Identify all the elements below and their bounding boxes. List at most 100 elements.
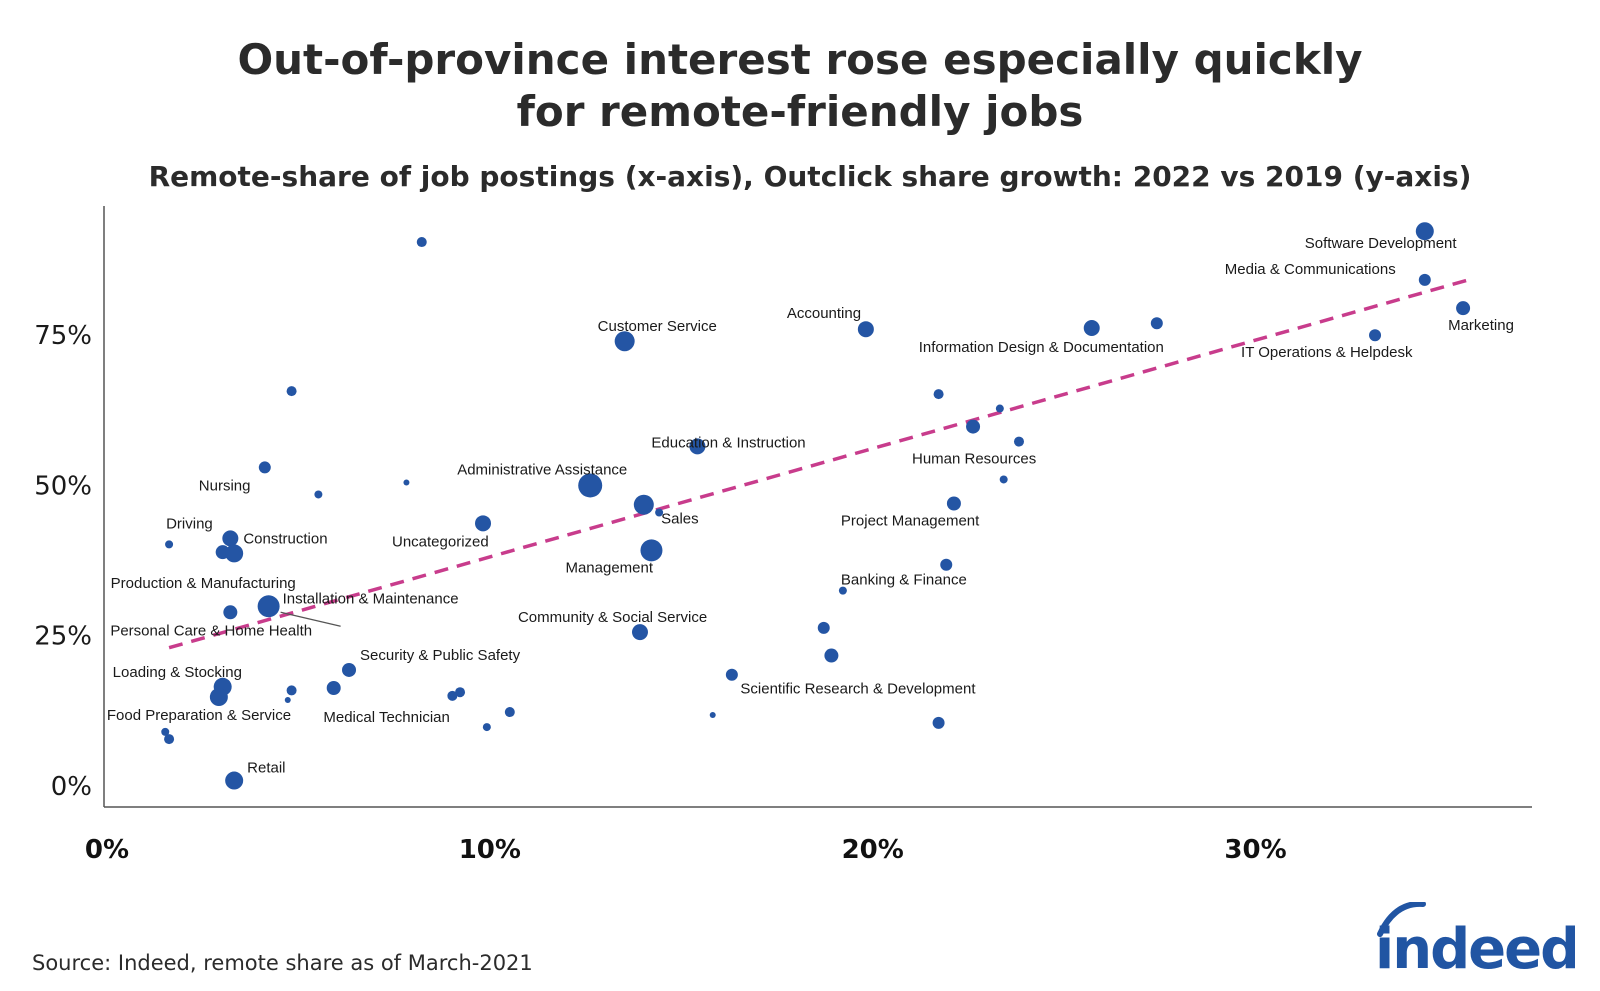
y-tick-label: 0% [51, 772, 92, 802]
scatter-point [284, 697, 291, 704]
point-label-loading-and-stocking: Loading & Stocking [113, 664, 242, 681]
scatter-point [940, 558, 953, 571]
point-label-marketing: Marketing [1448, 317, 1514, 334]
point-label-education-and-instruction: Education & Instruction [651, 434, 805, 451]
point-label-nursing: Nursing [199, 477, 251, 494]
scatter-point [725, 668, 738, 681]
point-scientific-research-and-development [824, 648, 839, 663]
point-uncategorized [475, 515, 492, 532]
point-retail [225, 771, 244, 790]
point-banking-and-finance [838, 586, 847, 595]
scatter-point [709, 712, 716, 719]
point-label-customer-service: Customer Service [598, 318, 717, 335]
point-administrative-assistance [578, 473, 603, 498]
point-project-management [946, 496, 961, 511]
leader-line-layer [280, 611, 341, 627]
point-label-retail: Retail [247, 760, 285, 777]
scatter-point [999, 475, 1008, 484]
scatter-point [161, 727, 170, 736]
chart-title: Out-of-province interest rose especially… [0, 34, 1600, 138]
logo-arc [1377, 902, 1426, 937]
scatter-point [314, 490, 323, 499]
scatter-point [966, 419, 981, 434]
leader-line-cleaning [280, 611, 341, 627]
point-label-project-management: Project Management [841, 512, 980, 529]
point-label-food-preparation-and-service: Food Preparation & Service [107, 707, 291, 724]
point-personal-care-and-home-health [223, 605, 238, 620]
point-human-resources [1013, 436, 1024, 447]
point-label-medical-technician: Medical Technician [323, 709, 449, 726]
point-label-banking-and-finance: Banking & Finance [841, 572, 967, 589]
point-media-and-communications [1418, 273, 1431, 286]
scatter-point [225, 544, 244, 563]
point-label-sales: Sales [661, 511, 699, 528]
point-label-driving: Driving [166, 515, 213, 532]
scatter-point [286, 685, 297, 696]
chart-axes: 0% 25% 50% 75% 0% 10% 20% 30% [34, 206, 1532, 865]
point-label-management: Management [565, 559, 653, 576]
scatter-point [933, 389, 944, 400]
scatter-point [817, 621, 830, 634]
x-tick-label: 0% [85, 835, 129, 865]
point-label-accounting: Accounting [787, 305, 861, 322]
indeed-logo: indeed [1375, 902, 1575, 974]
point-label-human-resources: Human Resources [912, 451, 1036, 468]
point-information-design-and-documentation [1083, 320, 1100, 337]
point-label-uncategorized: Uncategorized [392, 533, 489, 550]
point-medical-technician [447, 690, 458, 701]
scatter-point [326, 681, 341, 696]
x-tick-label: 10% [459, 835, 521, 865]
point-label-construction: Construction [243, 530, 327, 547]
point-sales [655, 508, 664, 517]
point-label-administrative-assistance: Administrative Assistance [457, 461, 627, 478]
x-tick-label: 30% [1224, 835, 1286, 865]
scatter-point [455, 687, 466, 698]
logo-wordmark: indeed [1375, 917, 1575, 974]
point-customer-service [614, 331, 635, 352]
point-label-information-design-and-documentation: Information Design & Documentation [919, 339, 1164, 356]
scatter-point [932, 716, 945, 729]
trendline [168, 276, 1476, 650]
point-software-development [1415, 222, 1434, 241]
point-nursing [258, 461, 271, 474]
scatter-point [403, 479, 410, 486]
chart-subtitle: Remote-share of job postings (x-axis), O… [148, 160, 1472, 193]
chart-title-line-1: Out-of-province interest rose especially… [237, 35, 1363, 84]
point-label-software-development: Software Development [1305, 235, 1458, 252]
point-security-and-public-safety [342, 662, 357, 677]
scatter-point [416, 237, 427, 248]
point-food-preparation-and-service [209, 688, 228, 707]
y-tick-label: 25% [34, 622, 92, 652]
point-community-and-social-service [631, 624, 648, 641]
point-label-it-operations-and-helpdesk: IT Operations & Helpdesk [1241, 344, 1413, 361]
point-education-and-instruction [689, 438, 706, 455]
point-label-security-and-public-safety: Security & Public Safety [360, 647, 521, 664]
source-note: Source: Indeed, remote share as of March… [32, 951, 533, 975]
scatter-point [995, 404, 1004, 413]
y-tick-label: 75% [34, 321, 92, 351]
point-labels-layer: Software Development Media & Communicatio… [107, 235, 1514, 776]
point-construction [222, 530, 239, 547]
points-layer [161, 222, 1471, 790]
point-label-community-and-social-service: Community & Social Service [518, 609, 707, 626]
point-marketing [1456, 301, 1471, 316]
point-label-scientific-research-and-development: Scientific Research & Development [740, 681, 976, 698]
point-management [640, 539, 663, 562]
trendline-layer [168, 276, 1476, 650]
point-installation-and-maintenance [257, 595, 280, 618]
point-it-operations-and-helpdesk [1369, 329, 1382, 342]
point-label-production-and-manufacturing: Production & Manufacturing [111, 575, 296, 592]
point-label-media-and-communications: Media & Communications [1225, 261, 1396, 278]
point-driving [165, 540, 174, 549]
scatter-point [504, 707, 515, 718]
scatter-point [482, 723, 491, 732]
y-tick-label: 50% [34, 471, 92, 501]
point-label-installation-and-maintenance: Installation & Maintenance [283, 590, 459, 607]
point-label-personal-care-and-home-health: Personal Care & Home Health [110, 622, 312, 639]
scatter-point [633, 494, 654, 515]
scatter-point [1150, 317, 1163, 330]
chart-title-line-2: for remote-friendly jobs [516, 87, 1084, 136]
scatter-point [164, 734, 175, 745]
point-accounting [857, 321, 874, 338]
